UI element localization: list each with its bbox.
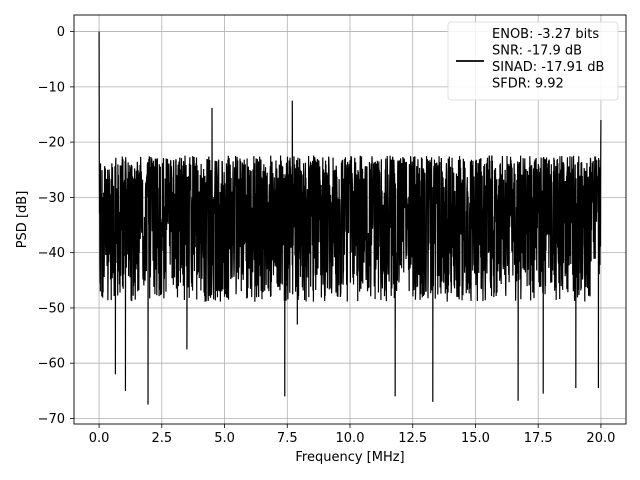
legend-box [447,21,619,101]
x-tick-label: 20.0 [586,431,615,446]
x-tick-label: 5.0 [214,431,235,446]
legend-line: SNR: -17.9 dB [492,44,582,59]
y-tick-label: −20 [38,136,65,151]
x-ticks: 0.0 2.5 5.0 7.5 10.0 12.5 15.0 17.5 20.0 [89,424,615,446]
x-tick-label: 17.5 [524,431,553,446]
series-layer [98,31,602,405]
legend-line: ENOB: -3.27 bits [492,27,599,42]
y-tick-label: −10 [38,80,65,95]
y-ticks: 0 −10 −20 −30 −40 −50 −60 −70 [38,25,74,427]
y-axis-label: PSD [dB] [15,191,30,249]
y-tick-label: −60 [38,357,65,372]
y-tick-label: −40 [38,246,65,261]
x-tick-label: 10.0 [336,431,365,446]
x-tick-label: 0.0 [89,431,110,446]
x-tick-label: 2.5 [151,431,172,446]
y-tick-label: −70 [38,412,65,427]
legend-label: ENOB: -3.27 bits SNR: -17.9 dB SINAD: -17.… [492,27,604,92]
y-tick-label: −30 [38,191,65,206]
x-tick-label: 12.5 [398,431,427,446]
legend-line: SFDR: 9.92 [492,77,564,92]
legend: ENOB: -3.27 bits SNR: -17.9 dB SINAD: -17.… [447,21,619,101]
x-axis-label: Frequency [MHz] [295,450,404,465]
legend-line: SINAD: -17.91 dB [492,60,604,75]
x-tick-label: 15.0 [461,431,490,446]
x-tick-label: 7.5 [277,431,298,446]
y-tick-label: −50 [38,301,65,316]
series-line [98,31,602,405]
y-tick-label: 0 [57,25,65,40]
